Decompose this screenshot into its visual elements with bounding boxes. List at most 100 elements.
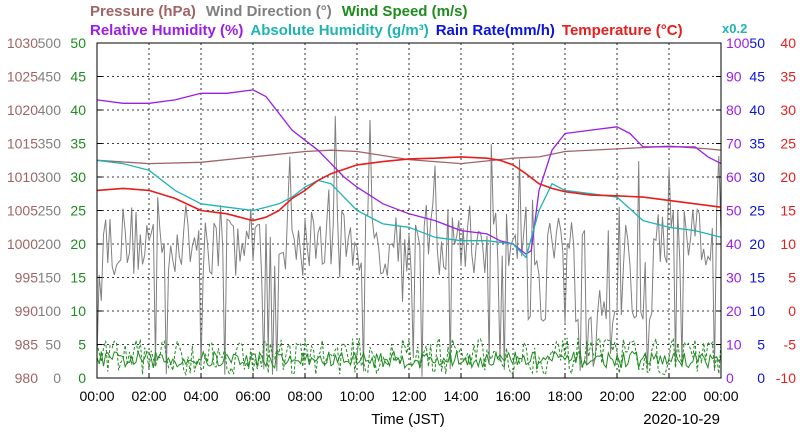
x-tick-label: 22:00 xyxy=(651,388,686,404)
x-tick-label: 00:00 xyxy=(703,388,738,404)
x-tick-label: 08:00 xyxy=(287,388,322,404)
y-tick-label: 150 xyxy=(38,270,62,286)
x-tick-label: 20:00 xyxy=(599,388,634,404)
y-tick-label: -5 xyxy=(784,337,797,353)
y-tick-label: 1020 xyxy=(7,102,38,118)
y-tick-label: 1005 xyxy=(7,203,38,219)
series-wind-direction xyxy=(96,116,722,377)
y-tick-label: 50 xyxy=(70,35,86,51)
y-tick-label: 995 xyxy=(15,270,39,286)
date-label: 2020-10-29 xyxy=(643,411,720,428)
x-tick-label: 18:00 xyxy=(547,388,582,404)
y-tick-label: 0 xyxy=(788,303,796,319)
y-tick-label: 50 xyxy=(726,203,742,219)
y-tick-label: 40 xyxy=(749,102,765,118)
y-tick-label: 400 xyxy=(38,102,62,118)
y-tick-label: 10 xyxy=(70,303,86,319)
y-tick-label: 15 xyxy=(749,270,765,286)
y-tick-label: 985 xyxy=(15,337,39,353)
y-tick-label: 0 xyxy=(53,370,61,386)
y-tick-label: 35 xyxy=(749,136,765,152)
y-tick-label: 35 xyxy=(70,136,86,152)
y-tick-label: 10 xyxy=(726,337,742,353)
y-tick-label: 30 xyxy=(749,169,765,185)
y-tick-label: 1015 xyxy=(7,136,38,152)
legend: Pressure (hPa) Wind Direction (°) Wind Spe… xyxy=(90,3,747,39)
y-tick-label: 30 xyxy=(70,169,86,185)
x-tick-label: 04:00 xyxy=(183,388,218,404)
legend-entry: Temperature (°C) xyxy=(562,22,683,39)
grid xyxy=(97,43,721,378)
y-tick-label: 40 xyxy=(70,102,86,118)
y-tick-label: 300 xyxy=(38,169,62,185)
x-tick-label: 00:00 xyxy=(79,388,114,404)
y-tick-label: 1030 xyxy=(7,35,38,51)
y-tick-label: 100 xyxy=(38,303,62,319)
y-tick-label: 990 xyxy=(15,303,39,319)
y-tick-label: 350 xyxy=(38,136,62,152)
y-tick-label: 250 xyxy=(38,203,62,219)
right-axes: 1009080706050403020100504540353025201510… xyxy=(716,35,796,386)
x-axis: 00:00 02:00 04:00 06:00 08:00 10:00 12:00 14:00… xyxy=(79,373,739,428)
series-absolute-humidity xyxy=(96,159,722,259)
y-tick-label: 90 xyxy=(726,69,742,85)
y-tick-label: 60 xyxy=(726,169,742,185)
y-tick-label: 25 xyxy=(70,203,86,219)
y-tick-label: 35 xyxy=(780,69,796,85)
y-tick-label: 45 xyxy=(749,69,765,85)
y-tick-label: 45 xyxy=(70,69,86,85)
y-tick-label: 450 xyxy=(38,69,62,85)
series-relative-humidity xyxy=(96,89,722,255)
x-tick-label: 02:00 xyxy=(131,388,166,404)
x-tick-label: 14:00 xyxy=(443,388,478,404)
y-tick-label: 1025 xyxy=(7,69,38,85)
y-tick-label: 10 xyxy=(780,236,796,252)
legend-entry: Rain Rate(mm/h) xyxy=(436,22,555,39)
y-tick-label: 100 xyxy=(726,35,750,51)
x-tick-label: 12:00 xyxy=(391,388,426,404)
legend-entry: Relative Humidity (%) xyxy=(90,22,243,39)
y-tick-label: 5 xyxy=(757,337,765,353)
y-tick-label: 20 xyxy=(70,236,86,252)
y-tick-label: 20 xyxy=(780,169,796,185)
y-tick-label: 40 xyxy=(780,35,796,51)
y-tick-label: 15 xyxy=(70,270,86,286)
y-tick-label: 0 xyxy=(78,370,86,386)
legend-entry: Pressure (hPa) xyxy=(90,3,196,20)
y-tick-label: 500 xyxy=(38,35,62,51)
y-tick-label: 980 xyxy=(15,370,39,386)
left-axes: 1030102510201015101010051000995990985980… xyxy=(7,35,102,386)
y-tick-label: 80 xyxy=(726,102,742,118)
x-tick-label: 16:00 xyxy=(495,388,530,404)
y-tick-label: 30 xyxy=(780,102,796,118)
legend-entry: Absolute Humidity (g/m³) xyxy=(250,22,428,39)
series-wind-speed-gust xyxy=(96,336,722,377)
y-tick-label: 30 xyxy=(726,270,742,286)
y-tick-label: 10 xyxy=(749,303,765,319)
y-tick-label: 20 xyxy=(749,236,765,252)
y-tick-label: 1010 xyxy=(7,169,38,185)
y-tick-label: -10 xyxy=(776,370,796,386)
y-tick-label: 70 xyxy=(726,136,742,152)
legend-entry: Wind Speed (m/s) xyxy=(342,3,468,20)
x-axis-label: Time (JST) xyxy=(371,411,445,428)
series-group xyxy=(96,89,722,377)
y-tick-label: 25 xyxy=(780,136,796,152)
y-tick-label: 40 xyxy=(726,236,742,252)
y-tick-label: 1000 xyxy=(7,236,38,252)
legend-entry: Wind Direction (°) xyxy=(206,3,332,20)
y-tick-label: 200 xyxy=(38,236,62,252)
y-tick-label: 50 xyxy=(45,337,61,353)
y-tick-label: 20 xyxy=(726,303,742,319)
y-tick-label: 5 xyxy=(788,270,796,286)
y-tick-label: 15 xyxy=(780,203,796,219)
y-tick-label: 25 xyxy=(749,203,765,219)
x-tick-label: 10:00 xyxy=(339,388,374,404)
y-tick-label: 50 xyxy=(749,35,765,51)
y-tick-label: 0 xyxy=(726,370,734,386)
y-tick-label: 0 xyxy=(757,370,765,386)
y-tick-label: 5 xyxy=(78,337,86,353)
x-tick-label: 06:00 xyxy=(235,388,270,404)
